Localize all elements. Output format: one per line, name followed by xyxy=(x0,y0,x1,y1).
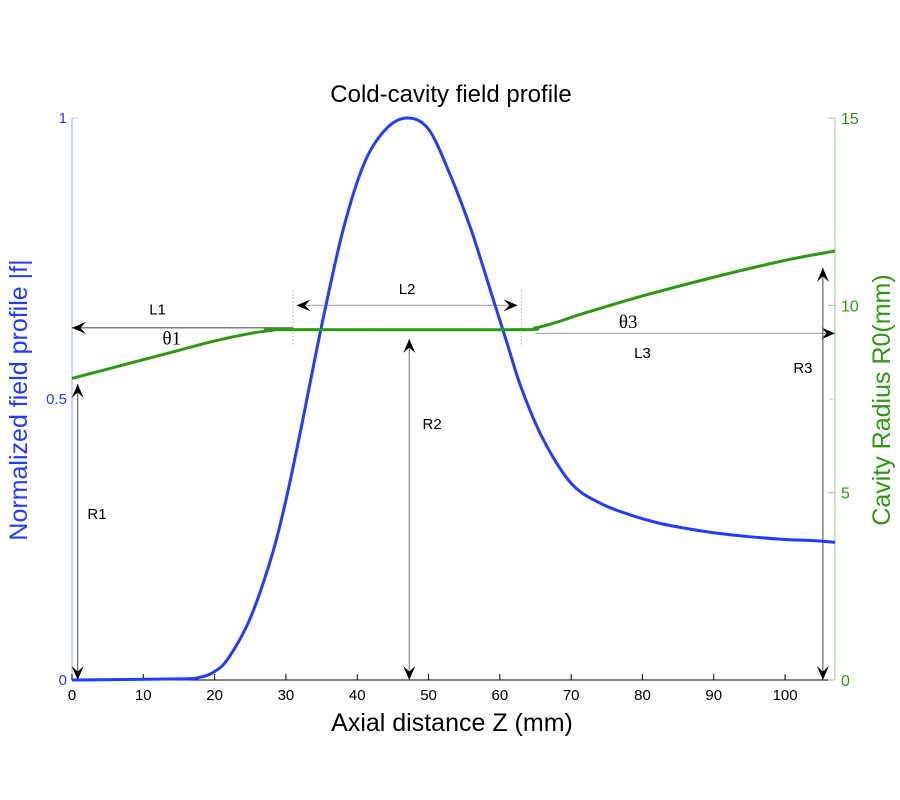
series-group xyxy=(71,116,836,682)
arrowhead-icon xyxy=(816,666,829,680)
x-tick-label: 10 xyxy=(135,687,152,704)
x-tick-label: 0 xyxy=(68,687,76,704)
arrowhead-icon xyxy=(503,299,518,312)
annotation-label-0: L1 xyxy=(149,302,166,319)
left-y-tick-label: 0 xyxy=(59,672,67,689)
arrowhead-icon xyxy=(71,384,84,399)
arrowhead-icon xyxy=(296,299,311,312)
arrowhead-icon xyxy=(71,666,84,680)
x-tick-label: 20 xyxy=(206,687,223,704)
x-tick-label: 30 xyxy=(278,687,295,704)
x-tick-label: 80 xyxy=(634,687,651,704)
left-y-tick-label: 0.5 xyxy=(46,391,67,408)
x-tick-label: 60 xyxy=(492,687,509,704)
chart-title: Cold-cavity field profile xyxy=(330,81,571,108)
right-y-tick-label: 10 xyxy=(841,298,859,315)
arrowhead-icon xyxy=(72,321,86,334)
x-tick-label: 50 xyxy=(420,687,437,704)
x-axis-label: Axial distance Z (mm) xyxy=(331,709,573,737)
annotation-label-1: θ1 xyxy=(163,329,182,350)
x-tick-label: 100 xyxy=(773,687,798,704)
cavity-radius-line xyxy=(71,249,836,380)
annotation-label-6: R2 xyxy=(423,416,442,433)
arrowhead-icon xyxy=(821,327,835,340)
right-y-tick-label: 15 xyxy=(841,111,859,128)
annotation-label-4: L3 xyxy=(634,345,651,362)
right-y-tick-label: 0 xyxy=(841,673,850,690)
right-y-axis-label: Cavity Radius R0(mm) xyxy=(868,274,896,525)
x-tick-label: 40 xyxy=(349,687,366,704)
annotation-labels: L1 θ1 L2 θ3 L3 R1 R2 R3 xyxy=(87,281,812,523)
right-y-tick-label: 5 xyxy=(841,486,850,503)
annotation-label-5: R1 xyxy=(87,506,106,523)
annotations xyxy=(71,267,835,680)
annotation-label-7: R3 xyxy=(793,360,812,377)
left-y-axis-label: Normalized field profile |f| xyxy=(5,259,33,540)
annotation-label-3: θ3 xyxy=(619,312,638,333)
arrowhead-icon xyxy=(403,339,416,354)
arrowhead-icon xyxy=(403,666,416,680)
annotation-label-2: L2 xyxy=(399,281,416,298)
field-profile-line xyxy=(71,116,836,682)
x-tick-label: 70 xyxy=(563,687,580,704)
x-tick-label: 90 xyxy=(705,687,722,704)
arrowhead-icon xyxy=(816,267,829,282)
left-y-tick-label: 1 xyxy=(59,110,67,127)
